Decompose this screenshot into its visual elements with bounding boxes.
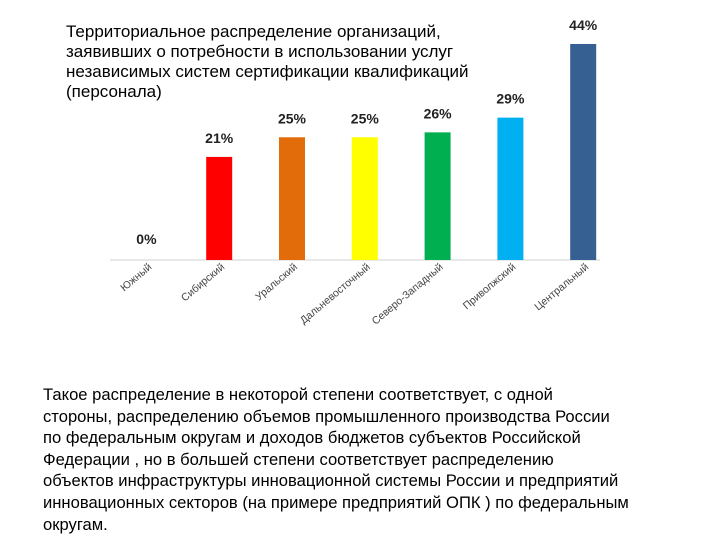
value-label-6: 29%: [496, 91, 525, 107]
bar-chart: 0% Южный 21% Сибирский 25% Уральский 25% Дальне…: [110, 17, 600, 327]
value-label-4: 25%: [351, 110, 380, 126]
value-label-2: 21%: [205, 130, 234, 146]
bar-7: [570, 44, 597, 260]
caption-text: Такое распределение в некоторой степени …: [43, 385, 629, 534]
category-label-4: Дальневосточный: [298, 261, 373, 327]
category-label-1: Южный: [118, 261, 154, 294]
value-label-1: 0%: [136, 231, 157, 247]
category-label-7: Центральный: [532, 261, 591, 313]
value-label-3: 25%: [278, 110, 307, 126]
value-label-7: 44%: [569, 17, 598, 33]
category-label-3: Уральский: [253, 261, 300, 303]
value-label-5: 26%: [424, 105, 453, 121]
chart-title: Территориальное распределение организаци…: [66, 22, 469, 101]
category-label-5: Северо-Западный: [370, 261, 446, 327]
bar-3: [279, 137, 305, 260]
category-label-6: Приволжский: [461, 261, 519, 312]
bar-4: [351, 137, 378, 260]
bar-5: [424, 132, 451, 260]
bar-6: [497, 117, 524, 261]
category-label-2: Сибирский: [179, 261, 227, 304]
bar-2: [206, 156, 233, 260]
